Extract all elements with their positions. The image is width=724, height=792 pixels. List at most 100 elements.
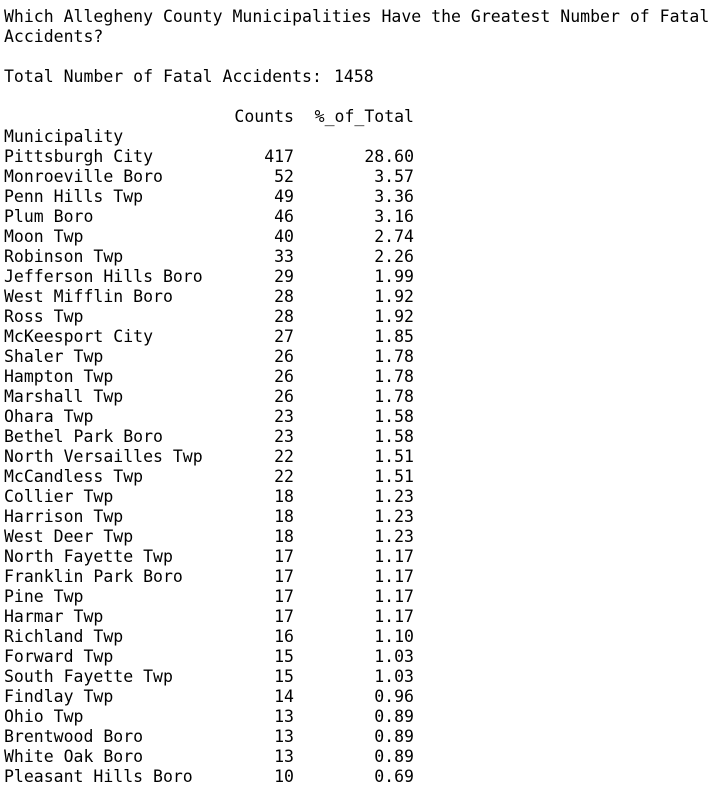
municipality: Shaler Twp (4, 347, 104, 366)
count: 46 (274, 207, 294, 226)
percent: 1.17 (374, 587, 414, 606)
count: 26 (274, 347, 294, 366)
municipality: McKeesport City (4, 327, 154, 346)
count: 18 (274, 487, 294, 506)
percent: 1.99 (374, 267, 414, 286)
percent: 1.92 (374, 287, 414, 306)
count: 52 (274, 167, 294, 186)
count: 33 (274, 247, 294, 266)
count: 49 (274, 187, 294, 206)
percent: 1.85 (374, 327, 414, 346)
percent: 2.74 (374, 227, 414, 246)
percent: 1.03 (374, 647, 414, 666)
count: 28 (274, 307, 294, 326)
percent: 1.78 (374, 387, 414, 406)
count: 17 (274, 547, 294, 566)
municipality: North Versailles Twp (4, 447, 203, 466)
municipality: Penn Hills Twp (4, 187, 144, 206)
percent: 3.36 (374, 187, 414, 206)
municipality: Harrison Twp (4, 507, 124, 526)
index-name: Municipality (4, 127, 124, 146)
municipality: White Oak Boro (4, 747, 144, 766)
percent: 1.17 (374, 567, 414, 586)
percent: 1.58 (374, 407, 414, 426)
percent: 1.92 (374, 307, 414, 326)
percent: 1.10 (374, 627, 414, 646)
municipality: Collier Twp (4, 487, 114, 506)
percent: 2.26 (374, 247, 414, 266)
percent: 1.23 (374, 527, 414, 546)
count: 417 (264, 147, 294, 166)
municipality: Franklin Park Boro (4, 567, 183, 586)
count: 40 (274, 227, 294, 246)
column-header: Counts (234, 107, 294, 126)
count: 17 (274, 587, 294, 606)
percent: 0.96 (374, 687, 414, 706)
municipality: Robinson Twp (4, 247, 124, 266)
municipality: McCandless Twp (4, 467, 144, 486)
count: 15 (274, 667, 294, 686)
municipality: Ross Twp (4, 307, 84, 326)
count: 23 (274, 427, 294, 446)
percent: 28.60 (364, 147, 414, 166)
municipality: North Fayette Twp (4, 547, 173, 566)
municipality: Harmar Twp (4, 607, 104, 626)
total-value: 1458 (334, 67, 374, 86)
percent: 1.03 (374, 667, 414, 686)
percent: 3.16 (374, 207, 414, 226)
count: 29 (274, 267, 294, 286)
count: 13 (274, 727, 294, 746)
municipality: Findlay Twp (4, 687, 114, 706)
municipality: Jefferson Hills Boro (4, 267, 203, 286)
count: 13 (274, 747, 294, 766)
percent: 1.78 (374, 367, 414, 386)
count: 18 (274, 527, 294, 546)
count: 17 (274, 567, 294, 586)
count: 27 (274, 327, 294, 346)
count: 22 (274, 467, 294, 486)
percent: 0.89 (374, 747, 414, 766)
percent: 1.17 (374, 607, 414, 626)
count: 15 (274, 647, 294, 666)
municipality: Pittsburgh City (4, 147, 154, 166)
municipality: Richland Twp (4, 627, 124, 646)
count: 17 (274, 607, 294, 626)
column-header: %_of_Total (314, 107, 414, 126)
count: 14 (274, 687, 294, 706)
count: 26 (274, 387, 294, 406)
percent: 1.51 (374, 467, 414, 486)
municipality: Ohio Twp (4, 707, 84, 726)
count: 28 (274, 287, 294, 306)
total-label: Total Number of Fatal Accidents: (4, 67, 322, 86)
municipality: Brentwood Boro (4, 727, 144, 746)
percent: 1.17 (374, 547, 414, 566)
percent: 1.51 (374, 447, 414, 466)
municipality: Pleasant Hills Boro (4, 767, 193, 786)
percent: 0.69 (374, 767, 414, 786)
percent: 0.89 (374, 727, 414, 746)
municipality: Monroeville Boro (4, 167, 163, 186)
count: 13 (274, 707, 294, 726)
municipality: Pine Twp (4, 587, 84, 606)
municipality: West Mifflin Boro (4, 287, 173, 306)
percent: 3.57 (374, 167, 414, 186)
municipality: West Deer Twp (4, 527, 134, 546)
municipality: Hampton Twp (4, 367, 114, 386)
percent: 1.58 (374, 427, 414, 446)
percent: 1.78 (374, 347, 414, 366)
municipality: Ohara Twp (4, 407, 94, 426)
count: 16 (274, 627, 294, 646)
municipality: Marshall Twp (4, 387, 124, 406)
municipality: Plum Boro (4, 207, 94, 226)
count: 10 (274, 767, 294, 786)
count: 26 (274, 367, 294, 386)
municipality: South Fayette Twp (4, 667, 173, 686)
percent: 0.89 (374, 707, 414, 726)
count: 22 (274, 447, 294, 466)
count: 23 (274, 407, 294, 426)
title: Which Allegheny County Municipalities Ha… (4, 7, 720, 46)
municipality: Moon Twp (4, 227, 84, 246)
count: 18 (274, 507, 294, 526)
percent: 1.23 (374, 487, 414, 506)
